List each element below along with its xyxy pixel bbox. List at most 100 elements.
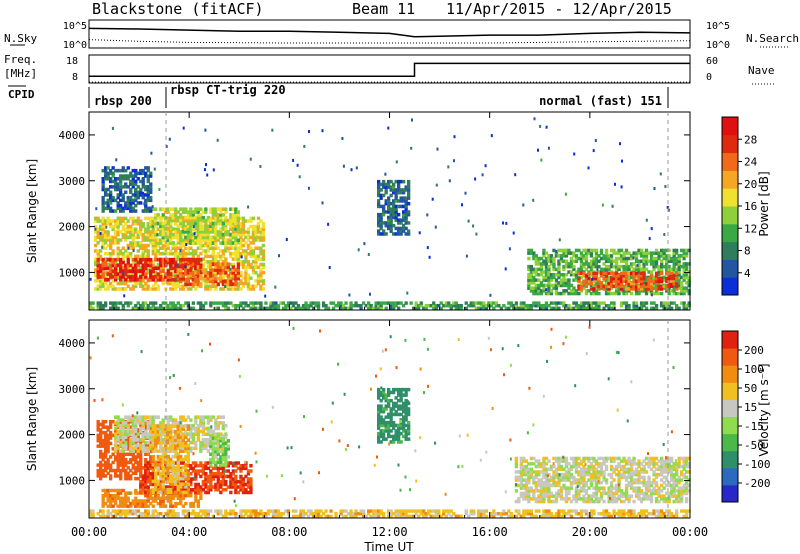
velocity-colorbar-swatch-2 <box>722 450 738 469</box>
velocity-range-tick-0: 1000 <box>59 474 86 487</box>
power-colorbar-tick-6: 28 <box>744 133 757 146</box>
power-scale-label: Power [dB] <box>757 171 771 236</box>
power-colorbar-swatch-7 <box>722 152 738 171</box>
velocity-region-4 <box>151 424 190 495</box>
cpid-mode-1: rbsp 200 <box>94 94 152 108</box>
power-colorbar-swatch-6 <box>722 170 738 189</box>
frequency-series <box>89 62 690 78</box>
nsearch-series <box>88 39 691 44</box>
time-axis: 00:00 04:00 08:00 12:00 16:00 20:00 00:00 <box>71 112 708 539</box>
nsearch-label: N.Search <box>746 32 799 45</box>
power-colorbar-tick-5: 24 <box>744 156 758 169</box>
power-colorbar-swatch-5 <box>722 188 738 207</box>
nsky-label: N.Sky <box>4 32 37 45</box>
power-region-2 <box>176 262 240 287</box>
power-range-axis-label: Slant Range [km] <box>25 159 39 263</box>
velocity-colorbar-swatch-6 <box>722 382 738 400</box>
velocity-range-axis-label: Slant Range [km] <box>25 367 39 471</box>
freq-label: Freq. <box>4 53 37 66</box>
cpid-strip: rbsp 200 rbsp CT-trig 220 normal (fast) … <box>88 83 669 108</box>
velocity-scale-label: Velocity [m s⁻¹] <box>757 363 771 456</box>
velocity-colorbar: 200 100 50 15 -15 -50 -100 -200 <box>721 330 771 503</box>
power-colorbar-tick-4: 20 <box>744 178 757 191</box>
power-colorbar-swatch-8 <box>722 134 738 154</box>
power-colorbar-swatch-1 <box>722 259 738 278</box>
power-region-8 <box>577 271 679 291</box>
velocity-range-tick-2: 3000 <box>59 383 86 396</box>
velocity-region-6 <box>377 387 411 444</box>
station-title: Blackstone (fitACF) <box>92 0 264 18</box>
velocity-colorbar-swatch-8 <box>722 348 738 366</box>
power-colorbar-tick-3: 16 <box>744 200 757 213</box>
velocity-colorbar-swatch-0 <box>722 484 738 503</box>
velocity-region-8 <box>514 456 691 504</box>
velocity-colorbar-tick-7: -200 <box>744 477 771 490</box>
time-tick-4: 16:00 <box>472 525 508 539</box>
power-region-4 <box>101 166 153 213</box>
velocity-colorbar-swatch-1 <box>722 467 738 486</box>
velocity-colorbar-swatch-3 <box>722 433 738 452</box>
cpid-mode-2: rbsp CT-trig 220 <box>170 83 286 97</box>
nave-tick-right-high: 60 <box>706 56 718 67</box>
power-range-tick-0: 1000 <box>59 266 86 279</box>
power-speckle <box>89 117 691 298</box>
velocity-colorbar-tick-1: 100 <box>744 363 764 376</box>
velocity-colorbar-tick-5: -50 <box>744 439 764 452</box>
velocity-region-7 <box>89 509 691 518</box>
power-region-6 <box>89 301 691 310</box>
cpid-mode-3: normal (fast) 151 <box>539 94 662 108</box>
nsky-series <box>88 27 691 38</box>
velocity-speckle <box>89 325 677 508</box>
time-tick-5: 20:00 <box>572 525 608 539</box>
power-colorbar-swatch-2 <box>722 241 738 260</box>
noise-tick-left-high: 10^5 <box>63 21 87 32</box>
velocity-colorbar-tick-3: 15 <box>744 401 757 414</box>
cpid-label: CPID <box>8 88 35 101</box>
power-colorbar-swatch-0 <box>722 277 738 296</box>
time-tick-3: 12:00 <box>371 525 407 539</box>
power-colorbar-tick-1: 8 <box>744 245 751 258</box>
velocity-panel: 1000 2000 3000 4000 <box>59 319 691 519</box>
power-colorbar-swatch-9 <box>722 117 738 136</box>
beam-title: Beam 11 <box>352 0 415 18</box>
nave-tick-right-low: 0 <box>706 72 712 83</box>
power-range-tick-3: 4000 <box>59 129 86 142</box>
power-colorbar-tick-0: 4 <box>744 267 751 280</box>
velocity-colorbar-swatch-4 <box>722 416 738 435</box>
time-tick-2: 08:00 <box>271 525 307 539</box>
velocity-colorbar-swatch-7 <box>722 365 738 383</box>
time-axis-label: Time UT <box>363 540 414 554</box>
power-colorbar-swatch-4 <box>722 206 738 225</box>
time-tick-1: 04:00 <box>171 525 207 539</box>
velocity-colorbar-tick-4: -15 <box>744 420 764 433</box>
velocity-colorbar-swatch-9 <box>722 331 738 349</box>
power-range-tick-2: 3000 <box>59 175 86 188</box>
velocity-range-tick-3: 4000 <box>59 337 86 350</box>
power-range-tick-1: 2000 <box>59 221 86 234</box>
velocity-colorbar-tick-0: 200 <box>744 344 764 357</box>
nave-label: Nave <box>748 64 775 77</box>
freq-tick-left-low: 8 <box>72 72 78 83</box>
velocity-colorbar-swatch-5 <box>722 399 738 417</box>
velocity-range-tick-1: 2000 <box>59 429 86 442</box>
power-region-5 <box>377 179 411 236</box>
velocity-colorbar-tick-6: -100 <box>744 458 771 471</box>
noise-tick-right-low: 10^0 <box>706 40 730 51</box>
time-tick-0: 00:00 <box>71 525 107 539</box>
power-colorbar: 4 8 12 16 20 24 28 <box>721 116 758 296</box>
power-colorbar-swatch-3 <box>722 223 738 243</box>
velocity-colorbar-tick-2: 50 <box>744 382 757 395</box>
frequency-panel: 18 8 60 0 <box>66 54 718 84</box>
power-panel: 1000 2000 3000 4000 <box>59 111 691 311</box>
freq-unit-label: [MHz] <box>4 67 37 80</box>
time-tick-6: 00:00 <box>672 525 708 539</box>
noise-tick-left-low: 10^0 <box>63 40 87 51</box>
power-colorbar-tick-2: 12 <box>744 222 757 235</box>
date-range-title: 11/Apr/2015 - 12/Apr/2015 <box>446 0 672 18</box>
power-region-3 <box>151 207 240 245</box>
noise-tick-right-high: 10^5 <box>706 21 730 32</box>
freq-tick-left-high: 18 <box>66 56 78 67</box>
noise-panel: 10^5 10^0 10^5 10^0 <box>63 19 730 51</box>
velocity-region-5 <box>209 433 230 467</box>
